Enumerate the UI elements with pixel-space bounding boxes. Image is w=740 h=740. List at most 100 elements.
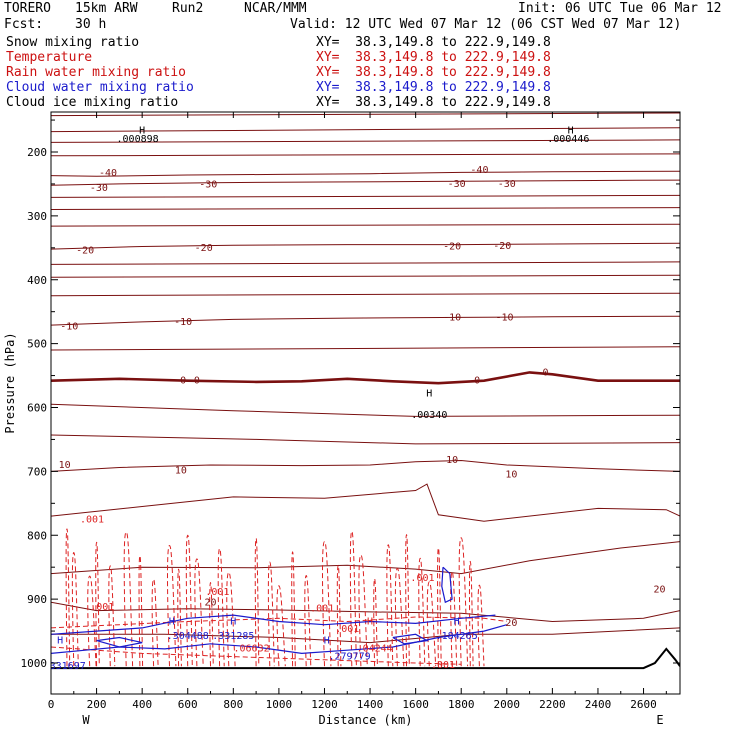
contour-label: 0 bbox=[474, 376, 480, 387]
contour-label: .00340 bbox=[411, 410, 447, 421]
contour-label: .001 bbox=[80, 514, 104, 525]
rain-contour bbox=[405, 534, 410, 667]
rain-contour bbox=[185, 534, 193, 667]
max-marker: H bbox=[169, 616, 175, 627]
max-marker: H bbox=[230, 616, 236, 627]
rain-contour bbox=[304, 574, 312, 667]
isotherm-line bbox=[51, 483, 680, 522]
isotherm-line bbox=[51, 261, 680, 265]
legend-snow-label: Snow mixing ratio bbox=[6, 35, 140, 50]
rain-contour bbox=[336, 564, 342, 667]
isotherm-line bbox=[51, 223, 680, 227]
rain-contour bbox=[209, 581, 214, 667]
rain-contour bbox=[373, 578, 378, 667]
rain-contour bbox=[291, 551, 296, 667]
cloud-water-contour bbox=[441, 566, 453, 604]
rain-contour bbox=[177, 568, 182, 667]
contour-label: .000898 bbox=[117, 134, 159, 145]
contour-label: -10 bbox=[60, 321, 78, 332]
isotherm-line bbox=[51, 127, 680, 133]
rain-contour bbox=[267, 561, 275, 667]
legend-cloudwater-xy: XY= 38.3,149.8 to 222.9,149.8 bbox=[316, 80, 551, 95]
x-tick-label: 1000 bbox=[266, 698, 293, 711]
max-marker: H bbox=[57, 636, 63, 647]
isotherm-m30 bbox=[51, 179, 680, 186]
y-tick-label: 1000 bbox=[21, 657, 48, 670]
x-tick-label: 1400 bbox=[357, 698, 384, 711]
contour-label: .279779 bbox=[328, 652, 370, 663]
rain-contour bbox=[108, 565, 116, 667]
isotherm-line bbox=[51, 601, 680, 623]
rain-contour bbox=[386, 544, 394, 667]
resolution: 15km ARW bbox=[75, 1, 138, 16]
valid-time: Valid: 12 UTC Wed 07 Mar 12 (06 CST Wed … bbox=[290, 17, 682, 32]
x-tick-label: 1800 bbox=[448, 698, 475, 711]
contour-label: -20 bbox=[493, 241, 511, 252]
contour-label: .304488 bbox=[167, 631, 209, 642]
forecast-label: Fcst: bbox=[4, 17, 44, 32]
run-name: Run2 bbox=[172, 1, 204, 16]
x-tick-label: 2200 bbox=[539, 698, 566, 711]
max-marker: H bbox=[367, 616, 373, 627]
contour-label: 0 bbox=[543, 367, 549, 378]
legend-temperature-label: Temperature bbox=[6, 50, 93, 65]
x-axis-title: Distance (km) bbox=[319, 713, 413, 727]
cloud-water-contour bbox=[96, 636, 143, 648]
rain-contour bbox=[349, 530, 357, 667]
rain-contour bbox=[426, 581, 437, 667]
rain-contour bbox=[151, 578, 159, 667]
rain-contour bbox=[65, 528, 71, 667]
max-marker: H bbox=[324, 636, 330, 647]
rain-contour bbox=[95, 541, 100, 667]
contour-label: .000060 bbox=[433, 86, 475, 97]
x-tick-label: 400 bbox=[132, 698, 152, 711]
x-tick-label: 2400 bbox=[585, 698, 612, 711]
isotherm-m40 bbox=[51, 170, 680, 177]
isotherm-m10 bbox=[51, 315, 680, 326]
contour-label: .001 bbox=[410, 573, 434, 584]
isotherm-10 bbox=[51, 459, 680, 472]
contour-label: 10 bbox=[59, 460, 71, 471]
contour-label: 0 bbox=[180, 376, 186, 387]
contour-label: .184265 bbox=[436, 631, 478, 642]
rain-contour-envelope bbox=[51, 646, 462, 665]
rain-contour bbox=[458, 537, 469, 667]
terrain-line bbox=[51, 647, 680, 670]
legend-temperature-xy: XY= 38.3,149.8 to 222.9,149.8 bbox=[316, 50, 551, 65]
contour-label: .001 bbox=[310, 604, 334, 615]
y-tick-label: 700 bbox=[27, 465, 47, 478]
x-tick-label: 1200 bbox=[311, 698, 338, 711]
contour-label: 10 bbox=[505, 470, 517, 481]
x-tick-label: 0 bbox=[48, 698, 55, 711]
x-tick-label: 2000 bbox=[494, 698, 521, 711]
y-tick-label: 400 bbox=[27, 274, 47, 287]
x-tick-label: 600 bbox=[178, 698, 198, 711]
rain-contour bbox=[468, 560, 474, 667]
forecast-hour: 30 h bbox=[75, 17, 107, 32]
legend-cloudice-xy: XY= 38.3,149.8 to 222.9,149.8 bbox=[316, 95, 551, 110]
rain-contour-envelope bbox=[51, 616, 507, 629]
y-tick-label: 500 bbox=[27, 338, 47, 351]
isotherm-line bbox=[51, 112, 680, 117]
rain-contour bbox=[322, 541, 332, 667]
rain-contour bbox=[394, 567, 405, 667]
contour-label: 10 bbox=[446, 455, 458, 466]
rain-contour bbox=[254, 537, 260, 667]
isotherm-line bbox=[51, 194, 680, 198]
cloud-water-contour bbox=[51, 614, 496, 635]
contour-label: .331285 bbox=[212, 631, 254, 642]
legend-cloudwater-label: Cloud water mixing ratio bbox=[6, 80, 194, 95]
contour-label: .001 bbox=[90, 602, 114, 613]
y-tick-label: 800 bbox=[27, 529, 47, 542]
contour-label: 20 bbox=[205, 597, 217, 608]
contour-label: -20 bbox=[443, 242, 461, 253]
legend-rain-xy: XY= 38.3,149.8 to 222.9,149.8 bbox=[316, 65, 551, 80]
rain-contour bbox=[358, 554, 368, 667]
east-label: E bbox=[656, 713, 663, 727]
cloud-water-contour bbox=[51, 624, 507, 655]
rain-contour bbox=[418, 557, 426, 667]
contour-label: -10 bbox=[443, 312, 461, 323]
y-tick-label: 900 bbox=[27, 593, 47, 606]
